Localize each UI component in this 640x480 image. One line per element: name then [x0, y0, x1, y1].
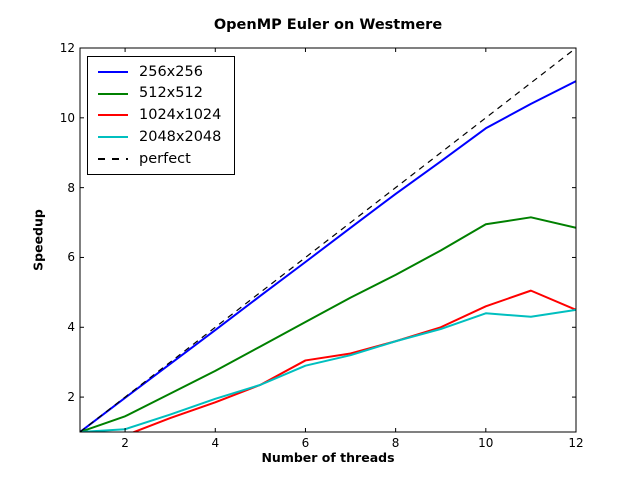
series-line-512x512	[80, 216, 576, 432]
legend-line-sample-perfect	[98, 158, 128, 161]
legend-label: 256x256	[139, 63, 203, 80]
series-line-256x256	[80, 80, 576, 432]
legend-label: 1024x1024	[139, 107, 222, 124]
legend-label: perfect	[139, 150, 191, 167]
legend-line-sample-2048x2048	[98, 136, 128, 139]
axes-frame	[79, 47, 577, 433]
legend: 256x256 512x512 1024x1024 2048x2048 perfect	[87, 56, 235, 175]
legend-line-sample-256x256	[98, 70, 128, 73]
legend-line-sample-1024x1024	[98, 114, 128, 117]
legend-item-512x512: 512x512	[88, 83, 234, 104]
series-line-perfect	[80, 48, 576, 432]
legend-item-256x256: 256x256	[88, 61, 234, 82]
legend-item-2048x2048: 2048x2048	[88, 127, 234, 148]
legend-item-perfect: perfect	[88, 149, 234, 170]
tick-marks	[80, 47, 577, 432]
series-line-2048x2048	[80, 308, 576, 432]
legend-label: 512x512	[139, 85, 203, 102]
legend-item-1024x1024: 1024x1024	[88, 105, 234, 126]
series-line-1024x1024	[80, 289, 576, 432]
legend-line-sample-512x512	[98, 92, 128, 95]
legend-label: 2048x2048	[139, 129, 222, 146]
